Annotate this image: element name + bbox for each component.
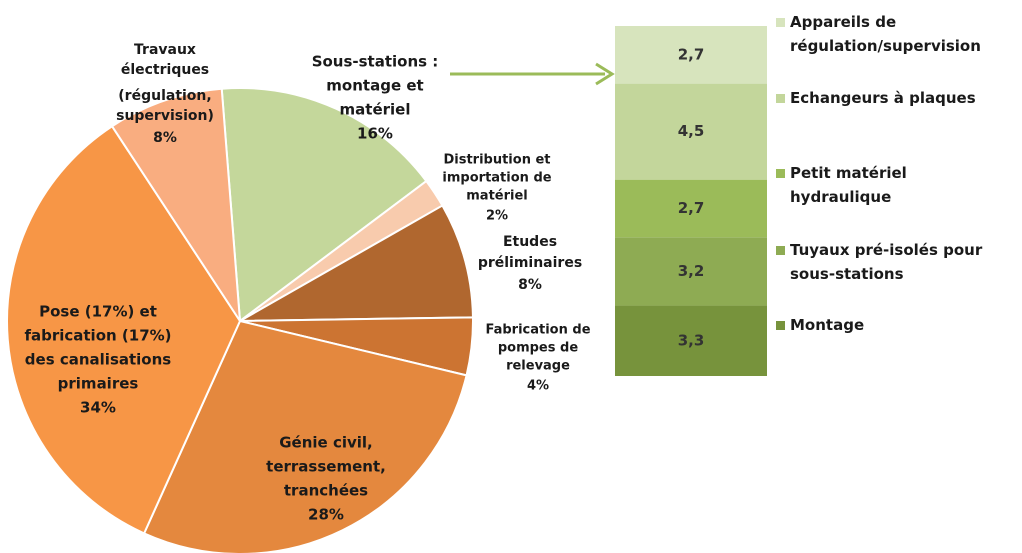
- slice-label: Travaux: [134, 42, 196, 58]
- bar-segment: [615, 305, 767, 376]
- legend-swatch: [776, 18, 785, 27]
- slice-label: supervision): [116, 108, 214, 124]
- bar-value-label: 3,2: [678, 262, 705, 280]
- legend-label: Appareils de régulation/supervision: [790, 13, 981, 55]
- pie-slice: [6, 124, 242, 535]
- legend-label: Echangeurs à plaques: [790, 89, 976, 107]
- slice-label: terrassement,: [266, 458, 386, 476]
- bar-value-label: 4,5: [678, 122, 705, 140]
- arrow-head: [595, 62, 615, 86]
- slice-value-label: 16%: [357, 125, 393, 143]
- slice-label: Sous-stations :: [312, 53, 439, 71]
- slice-label: importation de: [442, 171, 551, 186]
- slice-value-label: 8%: [518, 277, 542, 293]
- pie-slice: [110, 87, 241, 322]
- slice-label: primaires: [58, 375, 139, 393]
- bar-value-label: 3,3: [678, 331, 705, 349]
- slice-label: préliminaires: [478, 255, 582, 271]
- bar-value-label: 2,7: [678, 45, 705, 63]
- slice-label: Etudes: [503, 234, 557, 250]
- slice-label: Génie civil,: [279, 434, 373, 452]
- slice-label: (régulation,: [118, 88, 211, 104]
- legend-swatch: [776, 94, 785, 103]
- pie-slice: [220, 87, 428, 323]
- slice-label: fabrication (17%): [24, 327, 171, 345]
- legend-label: Tuyaux pré-isolés pour sous-stations: [790, 241, 983, 283]
- slice-label: électriques: [121, 62, 209, 78]
- legend-label: Petit matériel hydraulique: [790, 164, 907, 206]
- slice-value-label: 8%: [153, 130, 177, 146]
- slice-label: matériel: [340, 101, 411, 119]
- bar-segment: [615, 237, 767, 306]
- bar-value-label: 2,7: [678, 199, 705, 217]
- slice-label: Pose (17%) et: [39, 303, 157, 321]
- pie-slice: [239, 204, 474, 322]
- pie-slice: [142, 319, 468, 553]
- slice-value-label: 2%: [486, 209, 508, 224]
- slice-label: montage et: [326, 77, 423, 95]
- legend-swatch: [776, 169, 785, 178]
- slice-value-label: 34%: [80, 399, 116, 417]
- slice-label: Fabrication de: [485, 323, 590, 338]
- slice-label: des canalisations: [25, 351, 172, 369]
- slice-label: Distribution et: [443, 153, 550, 168]
- slice-label: relevage: [506, 359, 570, 374]
- slice-label: tranchées: [284, 482, 368, 500]
- slice-value-label: 4%: [527, 379, 549, 394]
- slice-value-label: 28%: [308, 506, 344, 524]
- bar-segment: [615, 26, 767, 84]
- legend-swatch: [776, 321, 785, 330]
- bar-segment: [615, 83, 767, 180]
- slice-label: pompes de: [498, 341, 578, 356]
- slice-label: matériel: [466, 189, 528, 204]
- bar-segment: [615, 179, 767, 238]
- legend-swatch: [776, 246, 785, 255]
- legend-label: Montage: [790, 316, 865, 334]
